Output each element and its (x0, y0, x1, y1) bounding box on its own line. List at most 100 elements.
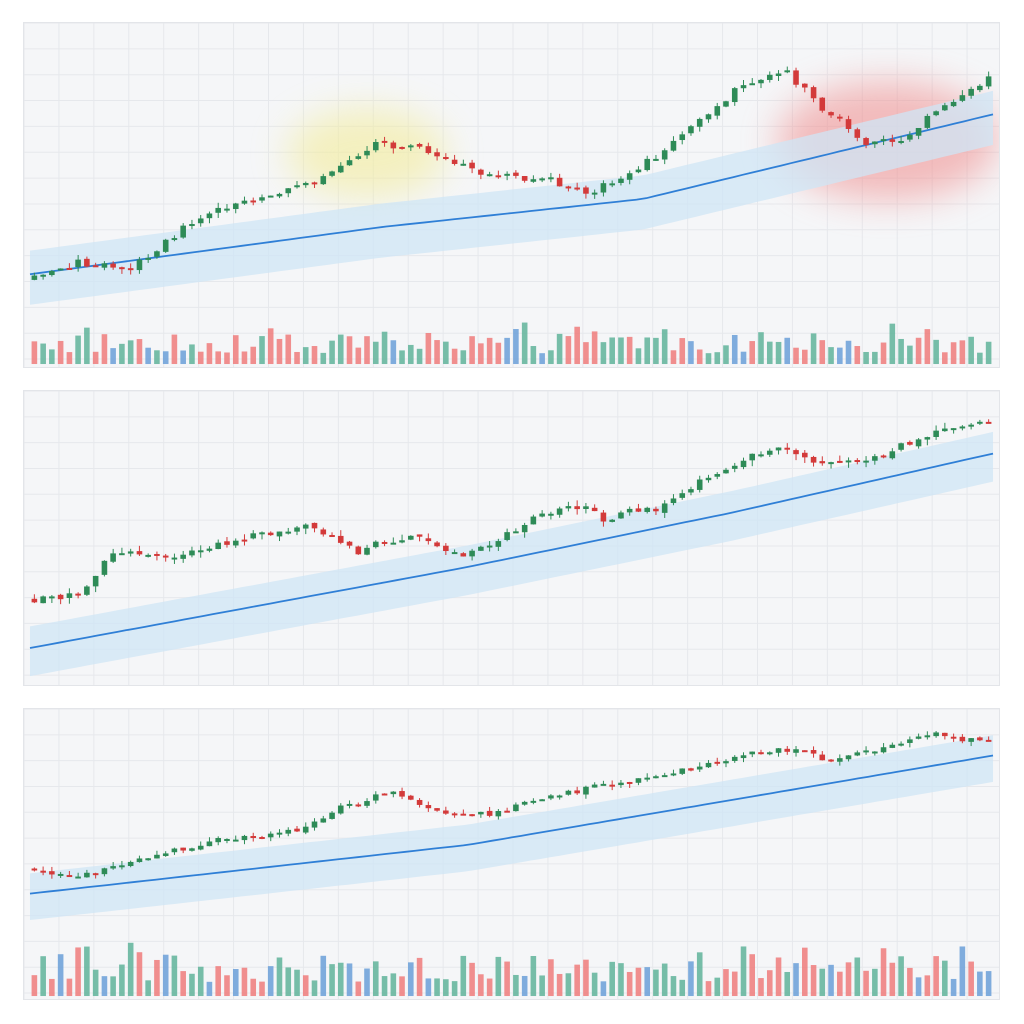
candle-body (521, 524, 528, 533)
candle-body (854, 460, 861, 463)
candle-body (583, 506, 589, 509)
candle-body (434, 542, 440, 547)
candle-body (661, 150, 668, 160)
candle-body (355, 156, 362, 159)
volume-bar (136, 339, 143, 365)
candle-body (119, 553, 125, 556)
candle-body (329, 812, 335, 819)
volume-bar (977, 971, 983, 997)
candle-body (127, 551, 134, 554)
candle-body (31, 868, 38, 871)
volume-bar (443, 341, 449, 365)
candle-body (880, 747, 887, 753)
candle-body (653, 776, 659, 779)
volume-bar (618, 963, 624, 997)
chart-3-svg (24, 709, 999, 999)
volume-bar (329, 340, 335, 365)
candle-body (670, 773, 677, 776)
volume-bar (775, 341, 782, 365)
volume-bar (766, 970, 773, 997)
candle-body (705, 477, 712, 481)
candle-body (977, 85, 983, 91)
candle-body (162, 555, 169, 558)
volume-bar (705, 981, 712, 997)
candle-body (40, 870, 46, 873)
candle-body (224, 541, 230, 545)
candle-body (189, 550, 195, 556)
volume-bar (486, 337, 493, 365)
candle-body (232, 203, 239, 210)
candle-body (985, 421, 992, 424)
volume-bar (583, 342, 589, 365)
volume-bar (311, 346, 318, 365)
candle-body (828, 462, 834, 465)
candle-body (197, 218, 204, 224)
volume-bar (451, 981, 458, 997)
candle-body (486, 810, 493, 816)
candle-body (495, 541, 502, 547)
volume-bar (950, 342, 957, 365)
volume-bar (101, 334, 108, 365)
volume-bar (845, 340, 852, 365)
volume-bar (337, 962, 344, 997)
candle-body (469, 550, 475, 557)
volume-bar (688, 961, 694, 997)
volume-bar (670, 350, 677, 365)
volume-bar (977, 352, 983, 365)
volume-bar (968, 336, 974, 365)
volume-bar (346, 963, 353, 997)
candle-body (942, 428, 948, 432)
candles (31, 419, 992, 605)
volume-bar (565, 336, 572, 365)
candle-body (837, 758, 843, 762)
volume-bar (460, 350, 467, 365)
volume-bar (521, 322, 528, 365)
candle-body (381, 541, 388, 544)
volume-bar (942, 352, 948, 365)
candle-body (898, 743, 904, 746)
volume-bar (189, 344, 195, 365)
candle-body (696, 479, 703, 490)
candle-body (749, 83, 756, 86)
candle-body (644, 507, 651, 512)
moving-average-line (29, 113, 994, 276)
volume-bar (661, 329, 668, 365)
volume-bar (539, 975, 545, 997)
volume-bar (57, 340, 64, 365)
candle-body (915, 736, 922, 739)
candle-body (880, 139, 887, 142)
volume-bar (714, 352, 721, 365)
volume-bar (355, 347, 362, 365)
candle-body (907, 739, 913, 743)
volume-bar (854, 346, 861, 365)
volume-bar (880, 342, 887, 365)
volume-bars (31, 942, 992, 997)
volume-bar (162, 954, 169, 997)
volume-bar (346, 336, 353, 365)
candle-body (469, 162, 475, 169)
candle-body (854, 752, 861, 756)
candle-body (355, 804, 362, 807)
candle-body (548, 795, 554, 799)
candle-body (127, 861, 134, 867)
candle-body (346, 803, 353, 806)
volume-bar (337, 334, 344, 365)
volume-bar (180, 971, 186, 997)
candle-body (294, 185, 300, 188)
candle-body (784, 748, 791, 752)
volume-bar (600, 342, 607, 365)
candle-body (434, 808, 440, 811)
volume-bar (372, 961, 379, 997)
candle-body (819, 461, 826, 464)
volume-bar (162, 351, 169, 365)
candle-body (92, 873, 99, 876)
candle-body (206, 548, 213, 551)
candle-body (320, 176, 327, 185)
volume-bar (556, 333, 563, 365)
candle-body (530, 516, 537, 525)
candle-body (758, 79, 764, 84)
candle-body (521, 801, 528, 805)
volume-bar (154, 959, 160, 997)
volume-bar (714, 977, 721, 997)
candle-body (136, 551, 143, 555)
